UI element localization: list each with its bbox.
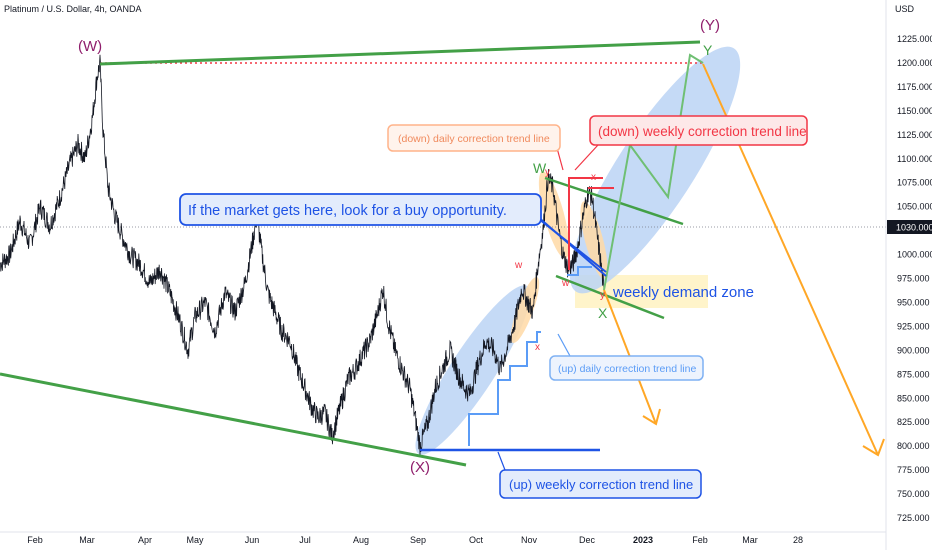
callout-up-daily: (up) daily correction trend line [549,355,704,381]
time-tick-label: Sep [410,535,426,545]
price-tick-label: 775.000 [897,465,930,475]
current-price-tag [887,220,932,234]
callout-up-weekly: (up) weekly correction trend line [499,469,702,499]
blue-pointer-up-daily [557,333,571,357]
price-tick-label: 1075.000 [897,178,932,188]
wave-label-Y-top: (Y) [700,17,720,34]
red-pointer-daily [556,147,564,171]
time-tick-label: 2023 [633,535,653,545]
time-tick-label: Aug [353,535,369,545]
blue-pointer-up-weekly [497,451,506,471]
wave-label-X-bottom: (X) [410,459,430,476]
callout-down-weekly: (down) weekly correction trend line [589,115,808,146]
green-zigzag-projection [603,53,704,291]
time-tick-label: Oct [469,535,484,545]
sub-label-y-2: y [600,290,605,301]
time-tick-label: Feb [27,535,43,545]
currency-label: USD [895,4,915,14]
price-tick-label: 1150.000 [897,106,932,116]
time-tick-label: May [186,535,204,545]
callout-buy: If the market gets here, look for a buy … [179,193,542,226]
price-tick-label: 750.000 [897,489,930,499]
price-tick-label: 975.000 [897,274,930,284]
callout-demand-text: weekly demand zone [612,284,754,301]
price-axis[interactable]: 1225.000 1200.000 1175.000 1150.000 1125.000… [897,34,932,523]
red-bracket [568,177,585,270]
price-tick-label: 1225.000 [897,34,932,44]
time-axis[interactable]: Feb Mar Apr May Jun Jul Aug Sep Oct Nov Dec 2023 Feb… [27,535,803,545]
time-tick-label: Jul [299,535,311,545]
blue-projection-ellipse-left [415,285,531,455]
price-tick-label: 875.000 [897,369,930,379]
wave-label-X-small: X [598,305,608,321]
current-price-text: 1030.000 [896,223,932,233]
price-tick-label: 725.000 [897,513,930,523]
time-tick-label: Mar [79,535,95,545]
price-tick-label: 950.000 [897,297,930,307]
time-tick-label: Nov [521,535,538,545]
callout-up-weekly-text: (up) weekly correction trend line [509,477,693,492]
blue-projection-ellipse-main [569,46,741,294]
orange-zone-1 [510,276,540,344]
green-lower-channel-line [555,274,665,320]
price-tick-label: 800.000 [897,441,930,451]
mid-blue-steps [567,266,592,276]
orange-arrow-long-head [862,438,885,457]
time-tick-label: Mar [742,535,758,545]
green-top-trend-line [99,40,701,66]
wave-label-W-small: W [533,160,547,176]
time-tick-label: Apr [138,535,152,545]
price-tick-label: 850.000 [897,393,930,403]
price-line [0,54,605,456]
price-tick-label: 900.000 [897,345,930,355]
time-tick-label: Dec [579,535,596,545]
price-tick-label: 1200.000 [897,58,932,68]
price-tick-label: 925.000 [897,321,930,331]
price-tick-label: 1125.000 [897,130,932,140]
price-tick-label: 1100.000 [897,154,932,164]
sub-label-w-1: w [514,260,523,271]
chart-title: Platinum / U.S. Dollar, 4h, OANDA [4,4,142,14]
orange-arrow-short-head [642,408,661,426]
time-tick-label: Feb [692,535,708,545]
green-bottom-trend-line [0,372,467,467]
sub-label-x-2: x [535,342,540,353]
callout-down-weekly-text: (down) weekly correction trend line [598,124,807,139]
callout-down-daily: (down) daily correction trend line [387,124,561,152]
sub-label-w-2: w [561,278,570,289]
callout-up-daily-text: (up) daily correction trend line [558,363,696,375]
callout-buy-text: If the market gets here, look for a buy … [188,203,507,219]
sub-label-x-1: x [591,172,596,183]
sub-label-y-1: y [545,167,550,178]
wave-label-W-top: (W) [78,38,102,55]
price-tick-label: 825.000 [897,417,930,427]
price-tick-label: 1000.000 [897,250,932,260]
wave-label-Y: Y [703,42,713,58]
red-pointer-weekly [574,144,599,171]
time-tick-label: 28 [793,535,803,545]
up-daily-correction-steps [468,331,541,446]
time-tick-label: Jun [245,535,260,545]
price-series [0,54,605,456]
price-tick-label: 1175.000 [897,82,932,92]
price-tick-label: 1050.000 [897,202,932,212]
callout-down-daily-text: (down) daily correction trend line [398,133,550,145]
buy-pointer-line-2 [536,215,607,277]
